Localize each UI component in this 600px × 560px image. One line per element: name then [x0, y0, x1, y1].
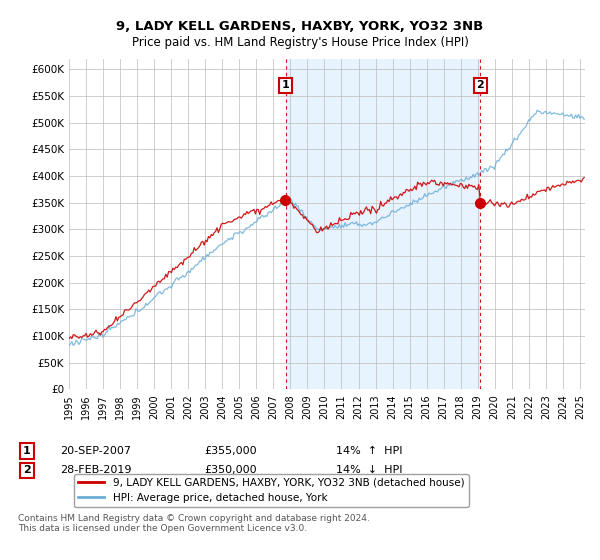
- Text: 2: 2: [476, 81, 484, 91]
- Bar: [286, 59, 481, 389]
- Text: £350,000: £350,000: [204, 465, 257, 475]
- Text: 20-SEP-2007: 20-SEP-2007: [60, 446, 131, 456]
- Text: 1: 1: [282, 81, 289, 91]
- Legend: 9, LADY KELL GARDENS, HAXBY, YORK, YO32 3NB (detached house), HPI: Average price: 9, LADY KELL GARDENS, HAXBY, YORK, YO32 …: [74, 474, 469, 507]
- Text: 2: 2: [23, 465, 31, 475]
- Text: Contains HM Land Registry data © Crown copyright and database right 2024.
This d: Contains HM Land Registry data © Crown c…: [18, 514, 370, 533]
- Text: 9, LADY KELL GARDENS, HAXBY, YORK, YO32 3NB: 9, LADY KELL GARDENS, HAXBY, YORK, YO32 …: [116, 20, 484, 32]
- Text: 14%  ↑  HPI: 14% ↑ HPI: [336, 446, 403, 456]
- Text: Price paid vs. HM Land Registry's House Price Index (HPI): Price paid vs. HM Land Registry's House …: [131, 36, 469, 49]
- Text: 1: 1: [23, 446, 31, 456]
- Text: 28-FEB-2019: 28-FEB-2019: [60, 465, 131, 475]
- Text: £355,000: £355,000: [204, 446, 257, 456]
- Text: 14%  ↓  HPI: 14% ↓ HPI: [336, 465, 403, 475]
